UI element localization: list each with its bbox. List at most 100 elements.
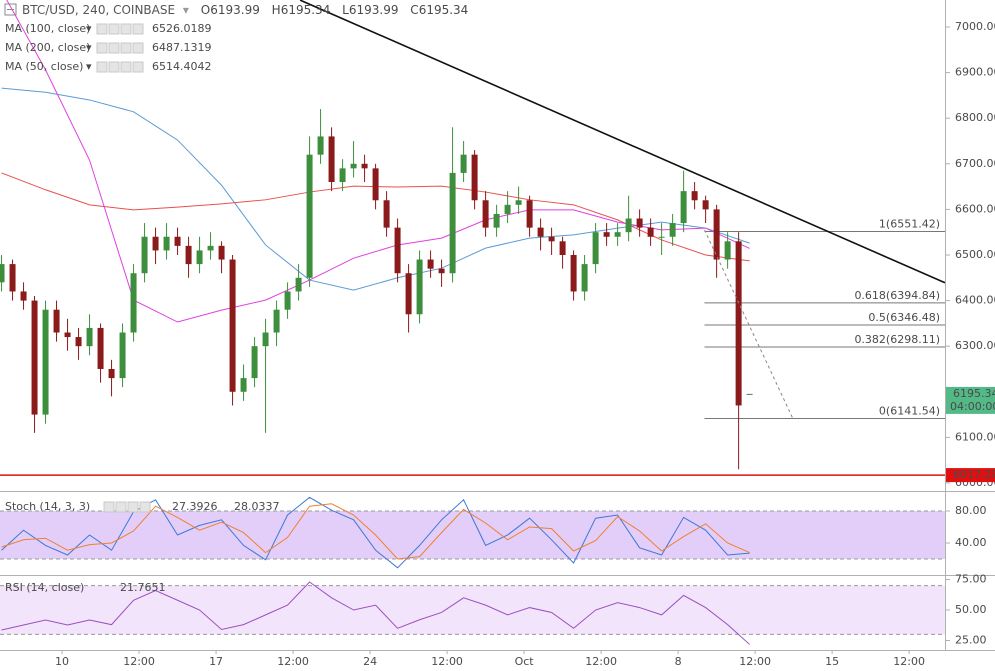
candle-body bbox=[515, 200, 522, 205]
legend-icon[interactable] bbox=[120, 42, 132, 54]
band-fill bbox=[0, 585, 945, 635]
indicator-line bbox=[1, 503, 750, 560]
legend-icon[interactable] bbox=[96, 42, 108, 54]
candle-body bbox=[405, 273, 412, 315]
candle-body bbox=[713, 209, 720, 260]
candle-body bbox=[581, 264, 588, 292]
candle-body bbox=[735, 241, 742, 406]
ohlc-value: 6195.34 bbox=[281, 3, 331, 17]
candle-body bbox=[669, 223, 676, 237]
y-tick-label: 25.00 bbox=[955, 633, 987, 646]
candle-body bbox=[350, 163, 357, 169]
legend-icon[interactable] bbox=[115, 501, 127, 513]
candle-body bbox=[471, 154, 478, 201]
candle-body bbox=[636, 218, 643, 228]
trendline bbox=[704, 229, 793, 418]
y-tick-label: 50.00 bbox=[955, 603, 987, 616]
legend-name: MA (50, close) bbox=[5, 60, 83, 73]
legend-name: MA (200, close) bbox=[5, 41, 90, 54]
y-tick-label: 80.00 bbox=[955, 504, 987, 517]
legend-icon[interactable] bbox=[127, 501, 139, 513]
price-pane: 1(6551.42) 0.618(6394.84) 0.5(6346.48) 0.38… bbox=[0, 0, 945, 476]
legend-value: 6526.0189 bbox=[152, 22, 212, 35]
y-tick-label: 6800.00 bbox=[955, 111, 995, 124]
candle-body bbox=[9, 264, 16, 292]
legend-icon[interactable] bbox=[132, 42, 144, 54]
candle-body bbox=[262, 332, 269, 347]
candle-body bbox=[273, 309, 280, 333]
candle-body bbox=[53, 309, 60, 333]
candle-body bbox=[20, 291, 27, 301]
fib-label: 0.618(6394.84) bbox=[854, 289, 940, 302]
candle-body bbox=[427, 259, 434, 269]
candle-body bbox=[328, 136, 335, 183]
legend-icon[interactable] bbox=[108, 42, 120, 54]
ohlc-value: 6193.99 bbox=[349, 3, 399, 17]
candle-body bbox=[207, 245, 214, 251]
candle-body bbox=[493, 213, 500, 228]
candle-body bbox=[229, 259, 236, 392]
legend-value: 21.7651 bbox=[120, 581, 166, 594]
candle-body bbox=[119, 332, 126, 379]
candle-body bbox=[317, 136, 324, 155]
candle-body bbox=[438, 268, 445, 274]
rsi-pane bbox=[0, 581, 945, 645]
legend-icon[interactable] bbox=[96, 61, 108, 73]
candle-body bbox=[647, 227, 654, 237]
candle-body bbox=[658, 236, 665, 238]
y-tick-label: 7000.00 bbox=[955, 20, 995, 33]
x-tick-label: 12:00 bbox=[431, 655, 463, 668]
ohlc-label: H bbox=[272, 3, 281, 17]
candle-body bbox=[97, 327, 104, 369]
x-tick-label: 12:00 bbox=[123, 655, 155, 668]
legend-icon[interactable] bbox=[103, 501, 115, 513]
legend-dropdown[interactable]: ▾ bbox=[86, 60, 92, 73]
candle-body bbox=[394, 227, 401, 274]
legend-dropdown[interactable]: ▾ bbox=[86, 22, 92, 35]
dropdown[interactable]: ▾ bbox=[183, 3, 189, 17]
candle-body bbox=[372, 168, 379, 201]
legend-icon[interactable] bbox=[120, 23, 132, 35]
legends: BTC/USD, 240, COINBASE ▾ O6193.99 H6195.… bbox=[4, 3, 469, 594]
legend-icon[interactable] bbox=[120, 61, 132, 73]
legend-icon[interactable] bbox=[139, 501, 151, 513]
y-tick-label: 6900.00 bbox=[955, 66, 995, 79]
y-tick-label: 6400.00 bbox=[955, 294, 995, 307]
legend-icon[interactable] bbox=[132, 23, 144, 35]
legend-value: 28.0337 bbox=[234, 500, 280, 513]
candle-body bbox=[31, 300, 38, 415]
collapse-icon[interactable] bbox=[4, 3, 17, 16]
candle-body bbox=[174, 236, 181, 246]
candle-body bbox=[625, 218, 632, 233]
legend-icon[interactable] bbox=[108, 23, 120, 35]
fib-label: 0.382(6298.11) bbox=[854, 333, 940, 346]
x-tick-label: 8 bbox=[675, 655, 682, 668]
candle-body bbox=[240, 378, 247, 392]
x-tick-label: Oct bbox=[515, 655, 535, 668]
candle-body bbox=[559, 241, 566, 255]
legend-value: 6487.1319 bbox=[152, 41, 212, 54]
ohlc-value: 6195.34 bbox=[419, 3, 469, 17]
x-tick-label: 24 bbox=[363, 655, 377, 668]
candle-body bbox=[361, 163, 368, 169]
candle-body bbox=[570, 254, 577, 292]
legend-icon[interactable] bbox=[132, 61, 144, 73]
legend-dropdown[interactable]: ▾ bbox=[86, 41, 92, 54]
candle-body bbox=[526, 200, 533, 228]
legend-icon[interactable] bbox=[96, 23, 108, 35]
x-tick-label: 10 bbox=[55, 655, 69, 668]
fib-label: 0(6141.54) bbox=[879, 404, 940, 417]
legend-icon[interactable] bbox=[108, 61, 120, 73]
candle-body bbox=[339, 168, 346, 183]
candle-body bbox=[251, 346, 258, 379]
candle-body bbox=[592, 232, 599, 265]
indicator-line bbox=[1, 581, 750, 645]
candle-body bbox=[548, 236, 555, 242]
candle-body bbox=[284, 291, 291, 310]
candle-body bbox=[680, 191, 687, 224]
y-tick-label: 6600.00 bbox=[955, 202, 995, 215]
candle-body bbox=[383, 200, 390, 228]
candle-body bbox=[537, 227, 544, 237]
